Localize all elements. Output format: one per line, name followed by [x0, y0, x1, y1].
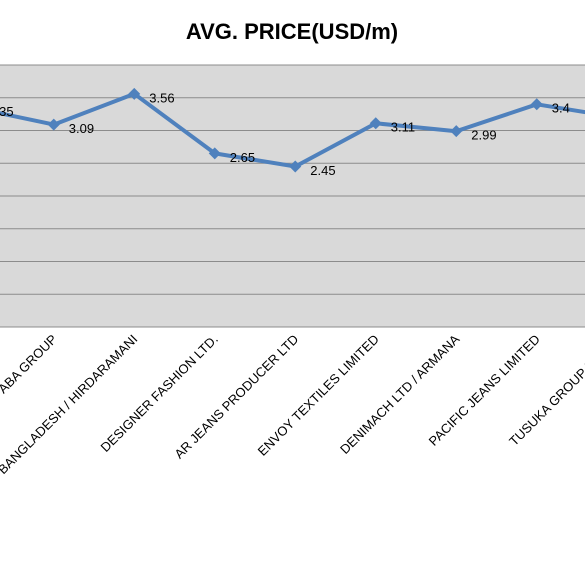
data-label: 2.45 — [310, 163, 335, 178]
data-label: 3.09 — [69, 121, 94, 136]
marker — [128, 87, 141, 100]
data-label: 3.11 — [391, 120, 415, 135]
marker — [369, 117, 382, 130]
marker — [208, 147, 221, 160]
data-label: 2.99 — [471, 128, 496, 143]
data-label: 2.65 — [230, 150, 255, 165]
data-label: 3.35 — [0, 104, 14, 119]
marker — [450, 125, 463, 138]
marker — [530, 98, 543, 111]
data-label: 3.4 — [552, 101, 570, 116]
data-label: 3.56 — [149, 90, 174, 105]
marker — [289, 160, 302, 173]
marker — [47, 118, 60, 131]
chart-title: AVG. PRICE(USD/m) — [186, 19, 398, 44]
